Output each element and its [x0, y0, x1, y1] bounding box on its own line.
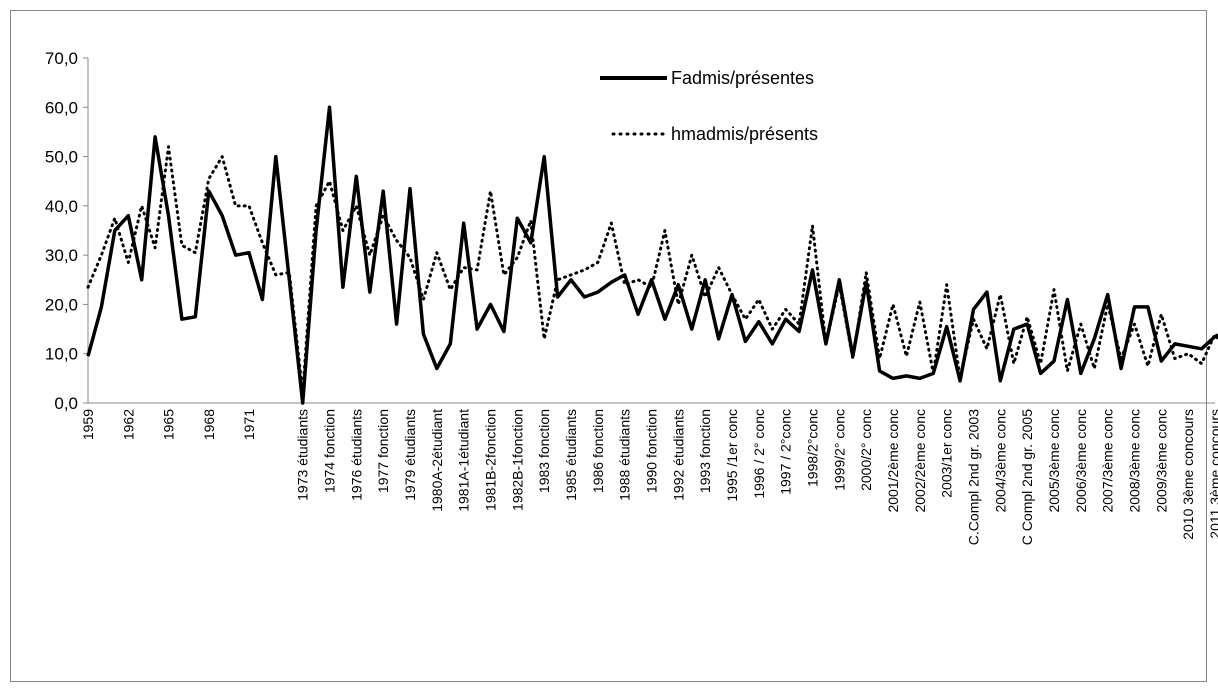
x-tick-label: 1983 fonction [536, 409, 552, 493]
x-tick-label: 1993 fonction [697, 409, 713, 493]
x-tick-label: 2010 3ème concours [1180, 409, 1196, 540]
x-tick-label: 1973 étudiants [295, 409, 311, 501]
x-tick-label: 2003/1er conc [939, 409, 955, 498]
x-tick-label: 1974 fonction [322, 409, 338, 493]
y-tick-label: 40,0 [45, 197, 78, 216]
x-tick-label: 2000/2° conc [858, 409, 874, 491]
x-tick-label: 2005/3ème conc [1046, 409, 1062, 513]
x-tick-label: 2011 3ème concours [1207, 409, 1218, 539]
x-tick-label: 1971 [241, 409, 257, 440]
x-tick-labels: 1959 1962 1965 1968 1971 1973 étudiants 1974 f… [80, 409, 1218, 545]
x-tick-label: 1982B-1fonction [509, 409, 525, 511]
x-tick-label: 1985 étudiants [563, 409, 579, 501]
x-tick-label: 2001/2ème conc [885, 409, 901, 513]
y-tick-label: 50,0 [45, 148, 78, 167]
x-tick-label: 1976 étudiants [348, 409, 364, 501]
x-tick-label: 1986 fonction [590, 409, 606, 493]
x-tick-label: 1992 étudiants [670, 409, 686, 501]
x-tick-label: 1981B-2fonction [483, 409, 499, 511]
x-tick-label: 1980A-2étudiant [429, 409, 445, 512]
series-lines [86, 105, 1218, 405]
x-tick-label: 1968 [201, 409, 217, 440]
x-tick-label: 2004/3ème conc [992, 409, 1008, 513]
x-tick-label: 1959 [80, 409, 96, 440]
x-tick-label: 1997 / 2°conc [778, 409, 794, 495]
x-tick-label: 1988 étudiants [617, 409, 633, 501]
x-tick-label: 1999/2° conc [831, 409, 847, 491]
x-tick-label: 2002/2ème conc [912, 409, 928, 513]
x-tick-label: C.Compl 2nd gr. 2003 [966, 409, 982, 545]
x-tick-label: 1996 / 2° conc [751, 409, 767, 499]
x-tick-label: 1990 fonction [644, 409, 660, 493]
x-tick-label: 1979 étudiants [402, 409, 418, 501]
chart-frame [10, 10, 1207, 682]
x-tick-label: 2009/3ème conc [1153, 409, 1169, 513]
y-tick-label: 70,0 [45, 49, 78, 68]
y-tick-label: 60,0 [45, 98, 78, 117]
x-tick-label: 1965 [161, 409, 177, 440]
x-tick-label: 2008/3ème conc [1127, 409, 1143, 513]
y-tick-label: 20,0 [45, 295, 78, 314]
x-tick-label: 2006/3ème conc [1073, 409, 1089, 513]
legend-label-hmadmis: hmadmis/présents [671, 124, 818, 144]
x-tick-label: 1962 [120, 409, 136, 440]
y-tick-label: 0,0 [54, 394, 78, 413]
legend: Fadmis/présentes hmadmis/présents [600, 68, 818, 144]
x-tick-label: 2007/3ème conc [1100, 409, 1116, 513]
legend-label-fadmis: Fadmis/présentes [671, 68, 814, 88]
y-tick-label: 30,0 [45, 246, 78, 265]
y-tick-labels: 0,0 10,0 20,0 30,0 40,0 50,0 60,0 70,0 [45, 49, 88, 413]
x-tick-label: 1981A-1étudiant [456, 409, 472, 512]
x-tick-label: 1995 /1er conc [724, 409, 740, 502]
x-tick-label: 1977 fonction [375, 409, 391, 493]
y-tick-label: 10,0 [45, 345, 78, 364]
series-line-fadmis [86, 105, 1218, 405]
x-tick-label: C Compl 2nd gr. 2005 [1019, 409, 1035, 545]
x-tick-label: 1998/2°conc [805, 409, 821, 487]
